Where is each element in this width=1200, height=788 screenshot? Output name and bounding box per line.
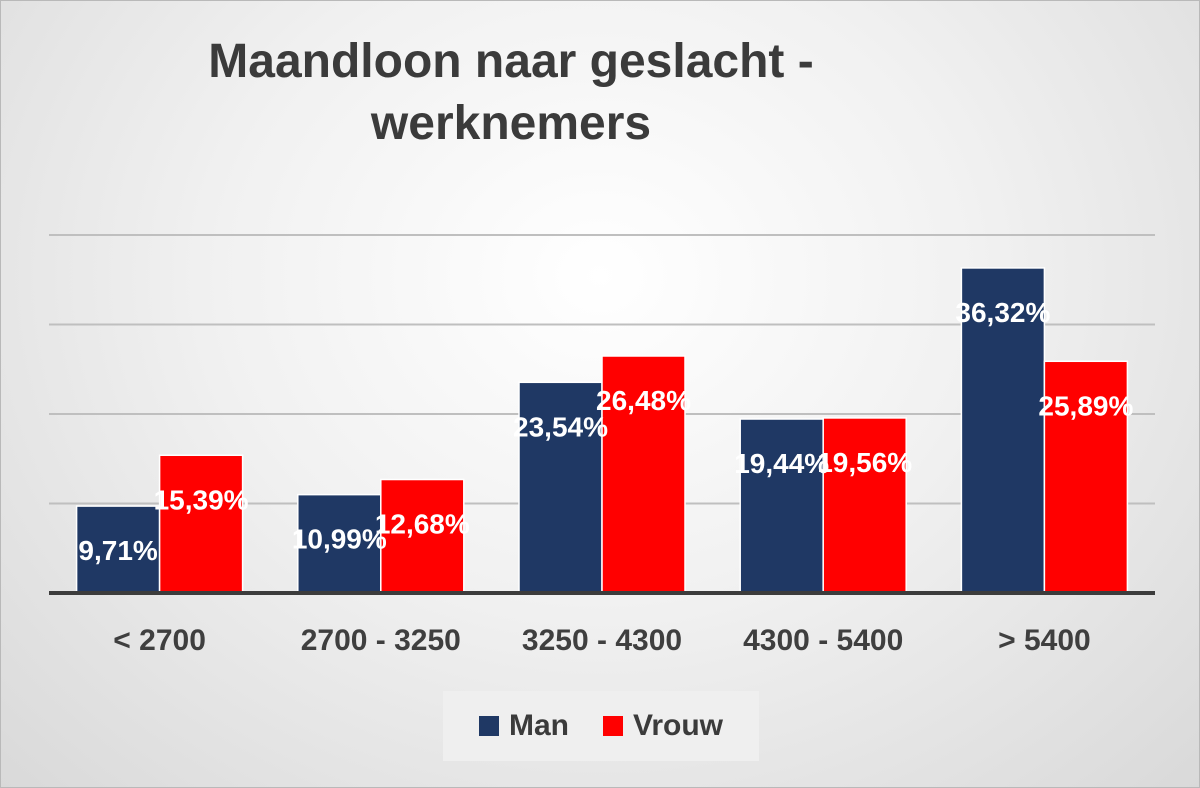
chart-title-line-1: Maandloon naar geslacht - [208,35,814,88]
data-label-vrouw-2: 26,48% [596,385,691,416]
x-tick-label: 4300 - 5400 [743,624,903,657]
legend-item-vrouw: Vrouw [602,709,723,743]
bar-vrouw-3 [822,417,907,594]
bar-vrouw-2 [601,355,686,594]
data-label-man-3: 19,44% [734,448,829,479]
data-label-man-0: 9,71% [78,535,157,566]
x-tick-label: 3250 - 4300 [522,624,682,657]
bar-vrouw-0 [158,454,244,594]
bar-man-3 [739,418,824,594]
bar-vrouw-4 [1043,360,1129,594]
legend-swatch-man [478,716,499,736]
x-tick-label: > 5400 [998,624,1091,657]
bar-vrouw-1 [380,478,465,594]
x-tick-label: 2700 - 3250 [301,624,461,657]
x-tick-label: < 2700 [113,624,206,657]
legend-label-vrouw: Vrouw [632,709,723,742]
bars [75,267,1129,594]
legend-item-man: Man [478,709,569,743]
data-label-vrouw-4: 25,89% [1038,390,1133,421]
chart-title: Maandloon naar geslacht - werknemers [81,31,941,155]
chart-title-line-2: werknemers [370,97,652,150]
bar-man-4 [960,267,1046,594]
data-labels: 9,71% 15,39% 10,99%12,68% 23,54%26,48% 19,44… [78,297,1133,566]
data-label-vrouw-1: 12,68% [375,509,470,540]
legend-swatch-vrouw [602,716,623,736]
bar-man-2 [518,381,603,594]
data-label-vrouw-3: 19,56% [817,447,912,478]
data-label-man-4: 36,32% [955,297,1050,328]
data-label-man-2: 23,54% [513,411,608,442]
legend-label-man: Man [508,709,569,742]
x-axis: < 2700 2700 - 3250 3250 - 4300 4300 - 5400 >… [49,591,1155,657]
data-label-man-1: 10,99% [292,524,387,555]
data-label-vrouw-0: 15,39% [154,484,249,515]
legend: Man Vrouw [443,691,759,761]
